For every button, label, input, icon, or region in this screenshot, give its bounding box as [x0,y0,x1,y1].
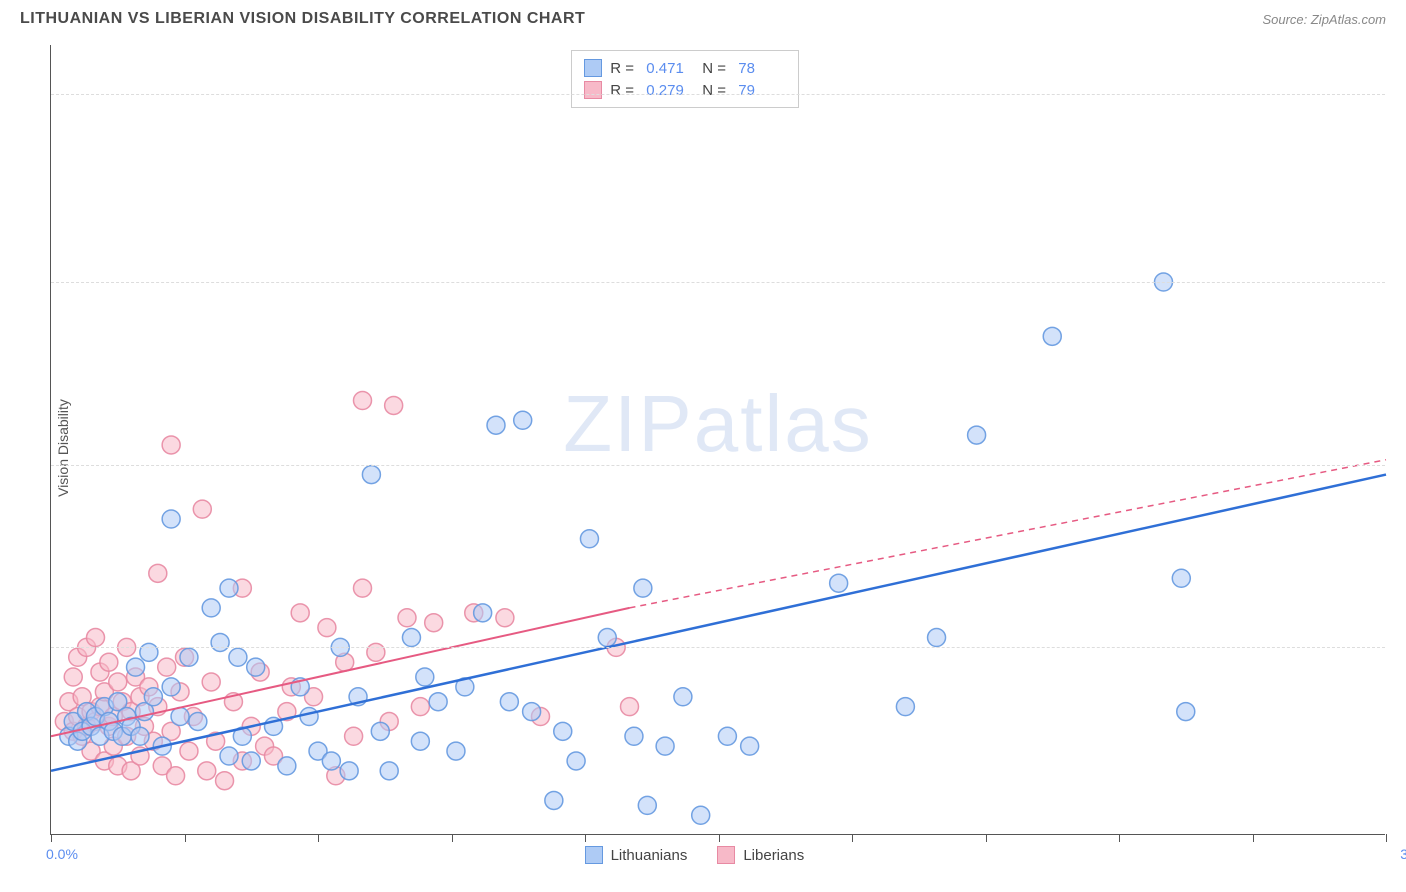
x-axis-min-label: 0.0% [46,846,78,862]
source-attribution: Source: ZipAtlas.com [1262,12,1386,27]
chart-plot-area: Vision Disability ZIPatlas R = 0.471 N =… [50,45,1385,835]
swatch-liberians [717,846,735,864]
stats-row-liberians: R = 0.279 N = 79 [584,79,786,101]
legend-item-lithuanians: Lithuanians [585,846,688,864]
swatch-lithuanians [585,846,603,864]
x-axis-max-label: 30.0% [1400,846,1406,862]
stats-row-lithuanians: R = 0.471 N = 78 [584,57,786,79]
stats-legend-box: R = 0.471 N = 78 R = 0.279 N = 79 [571,50,799,108]
swatch-liberians [584,81,602,99]
swatch-lithuanians [584,59,602,77]
legend-item-liberians: Liberians [717,846,804,864]
series-legend: Lithuanians Liberians [585,846,805,864]
chart-title: LITHUANIAN VS LIBERIAN VISION DISABILITY… [20,10,585,28]
scatter-plot-svg [51,45,1385,834]
